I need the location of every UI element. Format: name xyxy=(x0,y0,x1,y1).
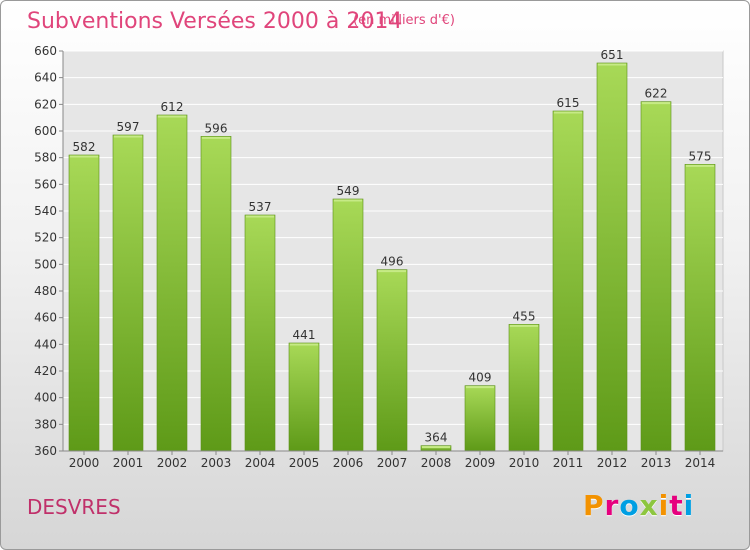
x-tick-label: 2006 xyxy=(333,456,364,470)
y-tick-label: 620 xyxy=(34,97,57,111)
bar-value-label: 537 xyxy=(249,200,272,214)
bar xyxy=(376,269,408,452)
logo-letter: t xyxy=(669,489,684,522)
logo-letter: P xyxy=(583,489,605,522)
x-tick-label: 2010 xyxy=(509,456,540,470)
bar-value-label: 615 xyxy=(557,96,580,110)
y-tick-label: 420 xyxy=(34,364,57,378)
x-tick-label: 2004 xyxy=(245,456,276,470)
chart-title: Subventions Versées 2000 à 2014 xyxy=(27,9,403,34)
y-tick-label: 380 xyxy=(34,417,57,431)
bar-value-label: 596 xyxy=(205,121,228,135)
x-tick-label: 2012 xyxy=(597,456,628,470)
y-tick-label: 500 xyxy=(34,257,57,271)
logo-letter: r xyxy=(604,489,620,522)
x-tick-label: 2000 xyxy=(69,456,100,470)
bar-value-label: 651 xyxy=(601,48,624,62)
bar-value-label: 622 xyxy=(645,87,668,101)
bar-value-label: 612 xyxy=(161,100,184,114)
x-tick-label: 2002 xyxy=(157,456,188,470)
y-tick-label: 520 xyxy=(34,231,57,245)
x-tick-label: 2008 xyxy=(421,456,452,470)
bar-value-label: 455 xyxy=(513,309,536,323)
x-tick-label: 2005 xyxy=(289,456,320,470)
x-tick-label: 2001 xyxy=(113,456,144,470)
y-tick-label: 360 xyxy=(34,444,57,458)
bar xyxy=(464,385,496,452)
bar xyxy=(508,324,540,452)
logo-letter: i xyxy=(658,489,670,522)
logo-letter: x xyxy=(639,489,659,522)
bar xyxy=(288,342,320,452)
x-tick-label: 2007 xyxy=(377,456,408,470)
bar-value-label: 597 xyxy=(117,120,140,134)
y-tick-label: 440 xyxy=(34,337,57,351)
y-tick-label: 600 xyxy=(34,124,57,138)
bar xyxy=(200,136,232,452)
bar-value-label: 582 xyxy=(73,140,96,154)
y-tick-label: 480 xyxy=(34,284,57,298)
bar-value-label: 575 xyxy=(689,149,712,163)
y-tick-label: 540 xyxy=(34,204,57,218)
bar xyxy=(640,101,672,452)
y-tick-label: 580 xyxy=(34,151,57,165)
bar xyxy=(596,62,628,452)
city-name: DESVRES xyxy=(27,495,121,519)
bar-value-label: 364 xyxy=(425,431,448,445)
bar-value-label: 409 xyxy=(469,371,492,385)
logo-letter: o xyxy=(619,489,640,522)
bar-value-label: 441 xyxy=(293,328,316,342)
bar xyxy=(68,154,100,452)
bar-value-label: 496 xyxy=(381,255,404,269)
x-tick-label: 2013 xyxy=(641,456,672,470)
bar-value-label: 549 xyxy=(337,184,360,198)
y-tick-label: 400 xyxy=(34,391,57,405)
y-tick-label: 640 xyxy=(34,71,57,85)
bar xyxy=(552,110,584,452)
bar xyxy=(684,164,716,452)
x-tick-label: 2014 xyxy=(685,456,716,470)
bar xyxy=(156,114,188,452)
y-tick-label: 560 xyxy=(34,177,57,191)
x-tick-label: 2011 xyxy=(553,456,584,470)
x-tick-label: 2009 xyxy=(465,456,496,470)
bar xyxy=(112,134,144,452)
proxiti-logo: Proxiti xyxy=(583,489,694,522)
x-tick-label: 2003 xyxy=(201,456,232,470)
chart-subtitle: (en milliers d'€) xyxy=(353,13,455,28)
bar xyxy=(332,198,364,452)
bar xyxy=(244,214,276,452)
logo-letter: i xyxy=(683,489,695,522)
y-tick-label: 460 xyxy=(34,311,57,325)
y-tick-label: 660 xyxy=(34,44,57,58)
